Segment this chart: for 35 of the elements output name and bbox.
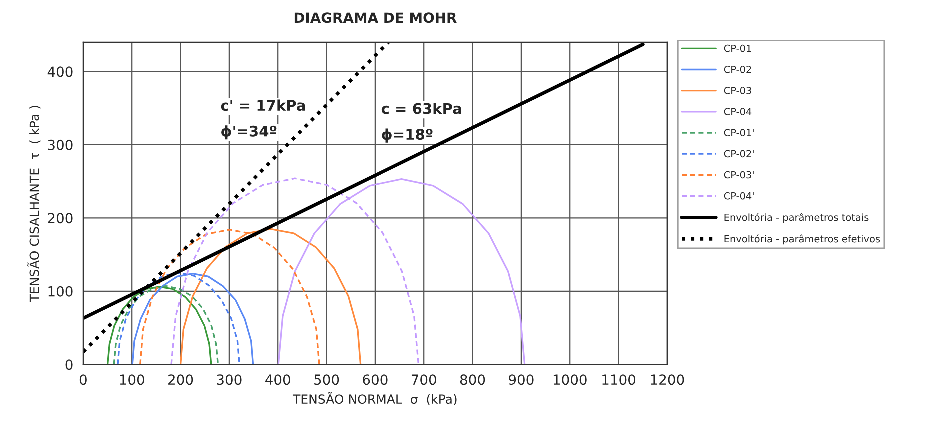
x-tick-label: 800 xyxy=(460,374,486,386)
x-tick-label: 400 xyxy=(266,374,290,386)
legend-label: CP-04 xyxy=(724,108,752,116)
x-tick-label: 1200 xyxy=(651,374,684,386)
x-tick-label: 500 xyxy=(314,374,340,386)
annotation: c = 63kPa xyxy=(382,103,462,114)
y-tick-label: 200 xyxy=(48,213,73,224)
legend-label: CP-01' xyxy=(724,129,754,137)
x-tick-label: 200 xyxy=(168,374,194,386)
x-tick-label: 100 xyxy=(120,374,144,386)
legend-label: CP-02' xyxy=(724,150,754,158)
x-tick-label: 600 xyxy=(363,374,388,386)
legend-label: CP-03 xyxy=(724,87,752,94)
annotation: c' = 17kPa xyxy=(221,100,306,112)
x-tick-label: 900 xyxy=(509,374,534,386)
x-tick-label: 0 xyxy=(80,374,87,386)
legend-label: CP-01 xyxy=(724,44,752,52)
x-tick-label: 1100 xyxy=(602,374,636,386)
legend-label: CP-04' xyxy=(724,192,754,200)
y-tick-label: 300 xyxy=(48,140,73,150)
legend-label: Envoltória - parâmetros efetivos xyxy=(724,234,880,245)
annotation: ϕ'=34º xyxy=(222,126,277,140)
y-tick-label: 100 xyxy=(48,286,73,297)
y-tick-label: 0 xyxy=(66,360,73,370)
legend-label: CP-03' xyxy=(724,171,754,179)
y-axis-title: TENSÃO CISALHANTE τ ( kPa ) xyxy=(28,106,41,302)
x-tick-label: 700 xyxy=(412,374,436,386)
x-axis-title: TENSÃO NORMAL σ (kPa) xyxy=(292,392,457,406)
chart-title: DIAGRAMA DE MOHR xyxy=(294,12,457,24)
legend-label: CP-02 xyxy=(724,66,752,74)
annotation: ϕ=18º xyxy=(382,128,433,143)
x-tick-label: 1000 xyxy=(554,374,587,386)
legend-label: Envoltória - parâmetros totais xyxy=(724,213,869,224)
y-tick-label: 400 xyxy=(48,66,73,78)
x-tick-label: 300 xyxy=(217,374,242,386)
